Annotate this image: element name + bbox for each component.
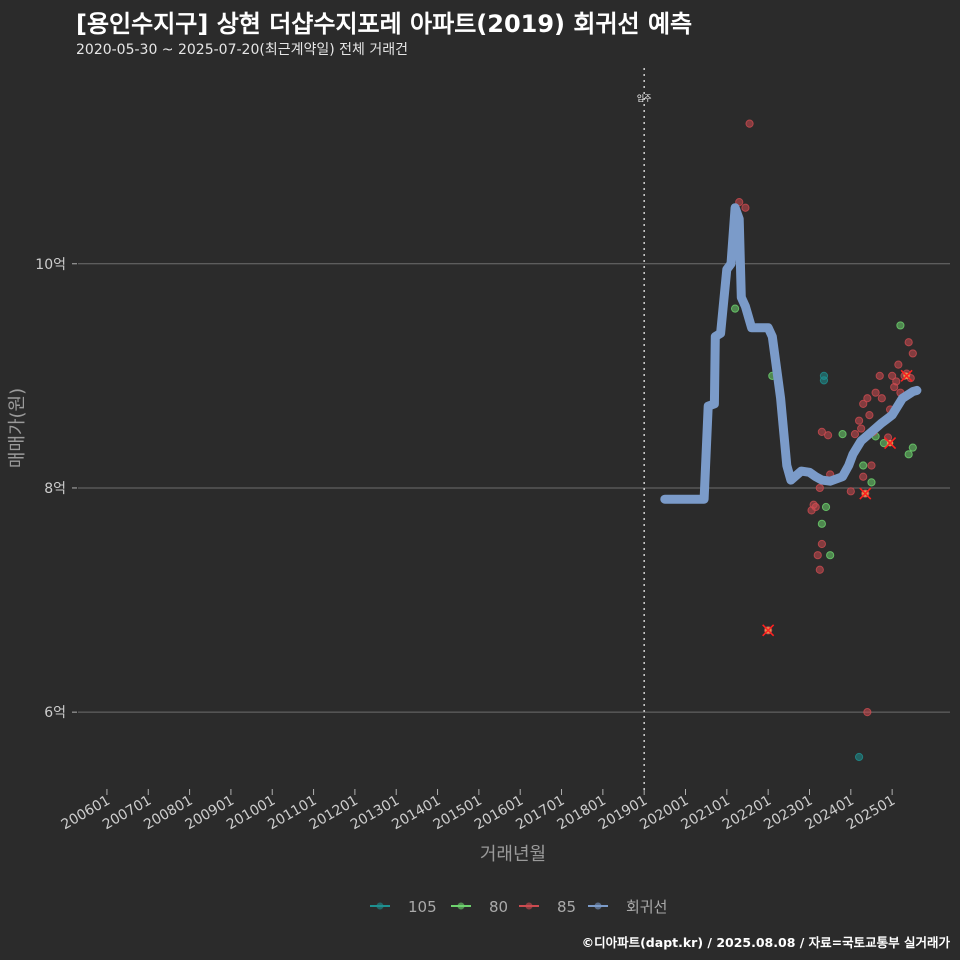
y-axis: 6억 8억 10억 xyxy=(35,257,77,721)
point-85 xyxy=(871,388,880,397)
point-85 xyxy=(815,565,824,574)
highlight-marker xyxy=(762,624,775,637)
point-85 xyxy=(813,551,822,560)
legend-label: 회귀선 xyxy=(626,898,667,916)
legend-item-80: 80 xyxy=(451,898,508,916)
point-85 xyxy=(850,430,860,439)
point-80 xyxy=(730,304,740,313)
point-85 xyxy=(854,416,864,425)
grid-lines xyxy=(78,263,950,713)
x-axis: 2006012007012008012009012010012011012012… xyxy=(59,789,898,833)
y-tick-label: 6억 xyxy=(44,705,66,721)
point-85 xyxy=(815,483,824,493)
point-85 xyxy=(859,472,868,481)
point-85 xyxy=(894,360,903,369)
point-85 xyxy=(892,377,901,386)
y-axis-label: 매매가(원) xyxy=(7,388,28,468)
point-80 xyxy=(908,443,917,452)
point-80 xyxy=(821,502,831,512)
point-85 xyxy=(741,203,750,212)
point-80 xyxy=(867,478,876,487)
point-85 xyxy=(859,399,868,408)
point-85 xyxy=(863,394,872,403)
move-in-marker: 입주 xyxy=(637,68,652,790)
legend-item-회귀선: 회귀선 xyxy=(588,898,667,916)
point-80 xyxy=(826,551,835,560)
point-85 xyxy=(875,371,884,380)
point-85 xyxy=(867,461,876,470)
point-85 xyxy=(877,394,886,403)
point-85 xyxy=(865,410,874,420)
regression-line xyxy=(660,203,922,504)
point-85 xyxy=(863,708,872,717)
point-80 xyxy=(904,450,913,459)
point-80 xyxy=(896,321,905,330)
x-axis-label: 거래년월 xyxy=(480,844,546,865)
highlight-marker xyxy=(884,437,897,450)
legend-label: 105 xyxy=(408,898,437,916)
point-85 xyxy=(857,424,866,433)
point-80 xyxy=(859,461,868,470)
legend-label: 80 xyxy=(489,898,508,916)
highlight-marker xyxy=(900,369,913,382)
chart-subtitle: 2020-05-30 ~ 2025-07-20(최근계약일) 전체 거래건 xyxy=(76,42,408,58)
regression-line-layer xyxy=(660,203,922,504)
move-in-label: 입주 xyxy=(637,94,652,103)
source-caption: ©디아파트(dapt.kr) / 2025.08.08 / 자료=국토교통부 실… xyxy=(581,935,950,950)
legend: 105 80 85 회귀선 xyxy=(370,898,667,916)
chart-title: [용인수지구] 상현 더샵수지포레 아파트(2019) 회귀선 예측 xyxy=(76,10,693,38)
point-85 xyxy=(745,119,754,128)
point-85 xyxy=(811,502,820,512)
highlight-markers xyxy=(762,369,913,637)
point-85 xyxy=(817,539,826,549)
legend-item-85: 85 xyxy=(519,898,576,916)
y-tick-label: 10억 xyxy=(35,257,66,273)
point-85 xyxy=(888,371,897,380)
point-105 xyxy=(819,376,829,385)
point-85 xyxy=(817,427,826,437)
y-tick-label: 8억 xyxy=(44,481,66,497)
point-105 xyxy=(854,752,864,762)
point-85 xyxy=(823,431,833,440)
point-80 xyxy=(838,430,847,439)
point-80 xyxy=(817,519,826,528)
legend-label: 85 xyxy=(557,898,576,916)
point-85 xyxy=(908,349,917,358)
highlight-marker xyxy=(859,487,872,500)
point-85 xyxy=(846,487,855,496)
legend-item-105: 105 xyxy=(370,898,437,916)
point-85 xyxy=(904,338,913,347)
